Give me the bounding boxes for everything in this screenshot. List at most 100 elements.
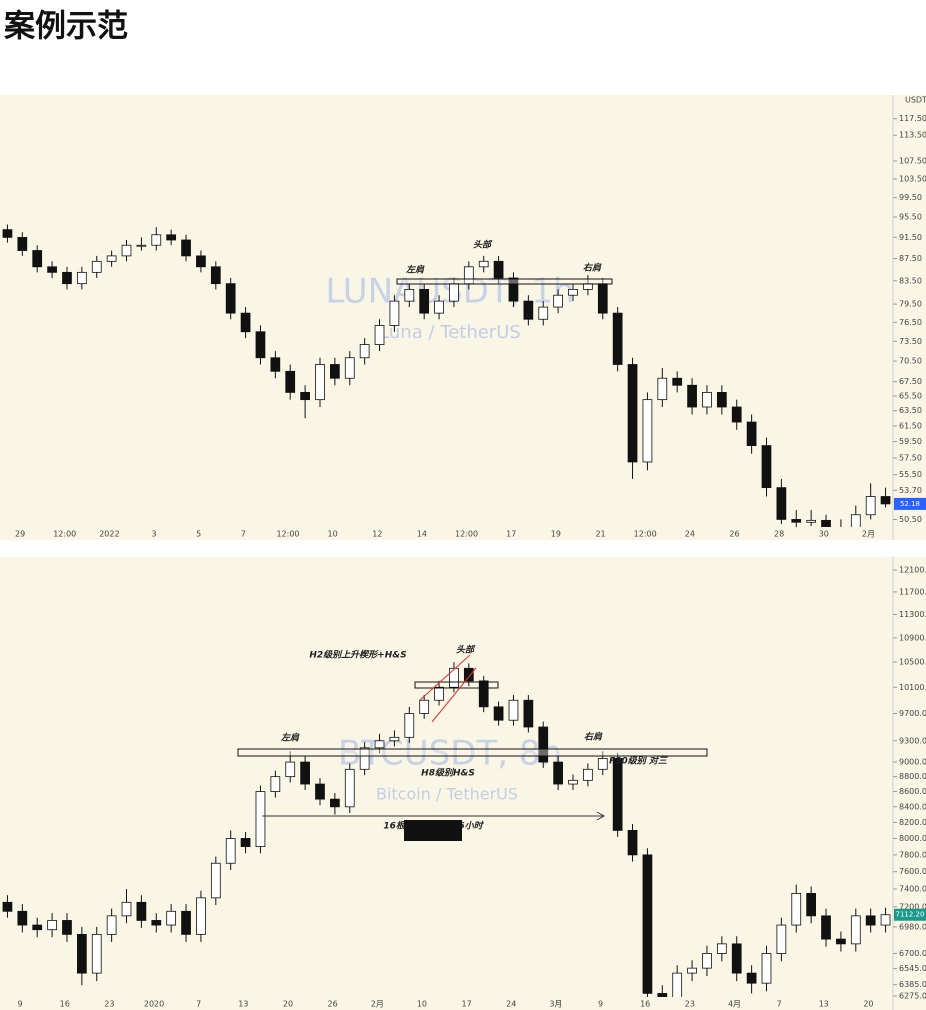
candle-body <box>583 283 593 290</box>
candle-body <box>330 798 340 808</box>
x-tick-label: 2022 <box>99 530 119 539</box>
candle-body <box>627 364 638 463</box>
candle-body <box>17 910 28 926</box>
candle-body <box>776 487 787 520</box>
x-tick-label: 28 <box>774 530 784 539</box>
candle-body <box>612 758 623 831</box>
candle-body <box>597 758 608 770</box>
y-tick-label: 6700.00 <box>899 949 926 958</box>
y-tick-label: 10100.00 <box>899 683 926 692</box>
y-tick-label: 117.50 <box>899 114 926 123</box>
y-tick-label: 10900.00 <box>899 633 926 642</box>
candle-body <box>583 768 593 781</box>
y-tick-label: 7600.00 <box>899 867 926 876</box>
candle-body <box>508 699 519 721</box>
measure-box <box>404 820 462 841</box>
annotation: 右肩 <box>584 732 603 743</box>
candle-body <box>850 915 861 945</box>
candle-body <box>508 277 519 302</box>
candle-body <box>2 901 13 912</box>
y-tick-label: 59.50 <box>899 437 922 446</box>
candle-body <box>806 893 817 917</box>
candle-body <box>806 519 817 523</box>
candle-body <box>731 406 742 423</box>
candle-body <box>746 972 757 984</box>
y-tick-label: 8200.00 <box>899 818 926 827</box>
x-tick-label: 17 <box>506 530 516 539</box>
candle-body <box>716 943 727 954</box>
x-tick-label: 12:00 <box>53 530 76 539</box>
candles <box>2 662 891 997</box>
candle-body <box>225 838 236 864</box>
x-tick-label: 24 <box>685 530 695 539</box>
candle-body <box>449 667 459 688</box>
x-tick-label: 12:00 <box>634 530 657 539</box>
candle-body <box>240 838 251 848</box>
y-tick-label: 8600.00 <box>899 787 926 796</box>
y-tick-label: 6980.00 <box>899 922 926 931</box>
x-tick-label: 20 <box>283 1000 293 1009</box>
candle-body <box>166 234 177 241</box>
candle-body <box>731 943 742 974</box>
y-tick-label: 99.50 <box>899 193 922 202</box>
candle-body <box>166 910 177 926</box>
price-tag-label: 7112.20 <box>896 911 925 919</box>
x-tick-label: 19 <box>551 530 561 539</box>
candle-body <box>47 266 57 273</box>
y-tick-label: 7200.00 <box>899 902 926 911</box>
candle-body <box>255 791 266 848</box>
candle-body <box>210 862 221 899</box>
annotation: 左肩 <box>406 265 425 276</box>
y-tick-label: 63.50 <box>899 406 922 415</box>
candle-body <box>2 229 13 238</box>
y-tick-label: 61.50 <box>899 421 922 430</box>
y-tick-label: 12100.00 <box>899 566 926 575</box>
wedge-line <box>431 667 477 723</box>
y-tick-label: 7400.00 <box>899 885 926 894</box>
candle-body <box>300 761 310 785</box>
y-tick-label: 87.50 <box>899 254 922 263</box>
candle-body <box>330 364 340 379</box>
candle-body <box>761 953 772 984</box>
x-tick-label: 20 <box>863 1000 873 1009</box>
measure-arrow <box>596 811 606 821</box>
candle-body <box>121 901 132 917</box>
candle-body <box>716 392 727 408</box>
x-tick-label: 26 <box>729 530 739 539</box>
candle-body <box>240 312 251 333</box>
candle-body <box>836 938 846 945</box>
y-tick-label: 6275.00 <box>899 991 926 1000</box>
price-tag <box>894 497 926 510</box>
candle-body <box>315 364 325 401</box>
x-tick-label: 13 <box>819 1000 829 1009</box>
y-tick-label: 9300.00 <box>899 736 926 745</box>
y-tick-label: 95.50 <box>899 213 922 222</box>
y-tick-label: 8000.00 <box>899 834 926 843</box>
annotation: H8级别H&S <box>421 768 475 779</box>
candle-body <box>151 920 162 926</box>
candle-body <box>821 519 831 527</box>
y-tick-label: 8400.00 <box>899 802 926 811</box>
annotation: 左肩 <box>281 733 300 744</box>
candle-body <box>344 768 355 808</box>
candle-body <box>91 933 102 974</box>
y-tick-label: 70.50 <box>899 357 922 366</box>
annotation: H2级别上升楔形+H&S <box>309 650 406 661</box>
candles <box>2 224 891 527</box>
candle-body <box>791 519 802 523</box>
candle-body <box>568 289 578 296</box>
candle-body <box>121 244 132 257</box>
candle-body <box>657 992 668 997</box>
page-title: 案例示范 <box>4 9 128 45</box>
x-tick-label: 21 <box>595 530 605 539</box>
currency-label: USDT <box>905 96 926 105</box>
candle-body <box>151 234 162 246</box>
x-tick-label: 16 <box>640 1000 650 1009</box>
x-tick-label: 24 <box>506 1000 516 1009</box>
price-tag <box>894 908 926 921</box>
candle-body <box>389 300 400 326</box>
y-tick-label: 65.50 <box>899 392 922 401</box>
candle-body <box>865 915 876 926</box>
x-tick-label: 2月 <box>862 530 875 539</box>
